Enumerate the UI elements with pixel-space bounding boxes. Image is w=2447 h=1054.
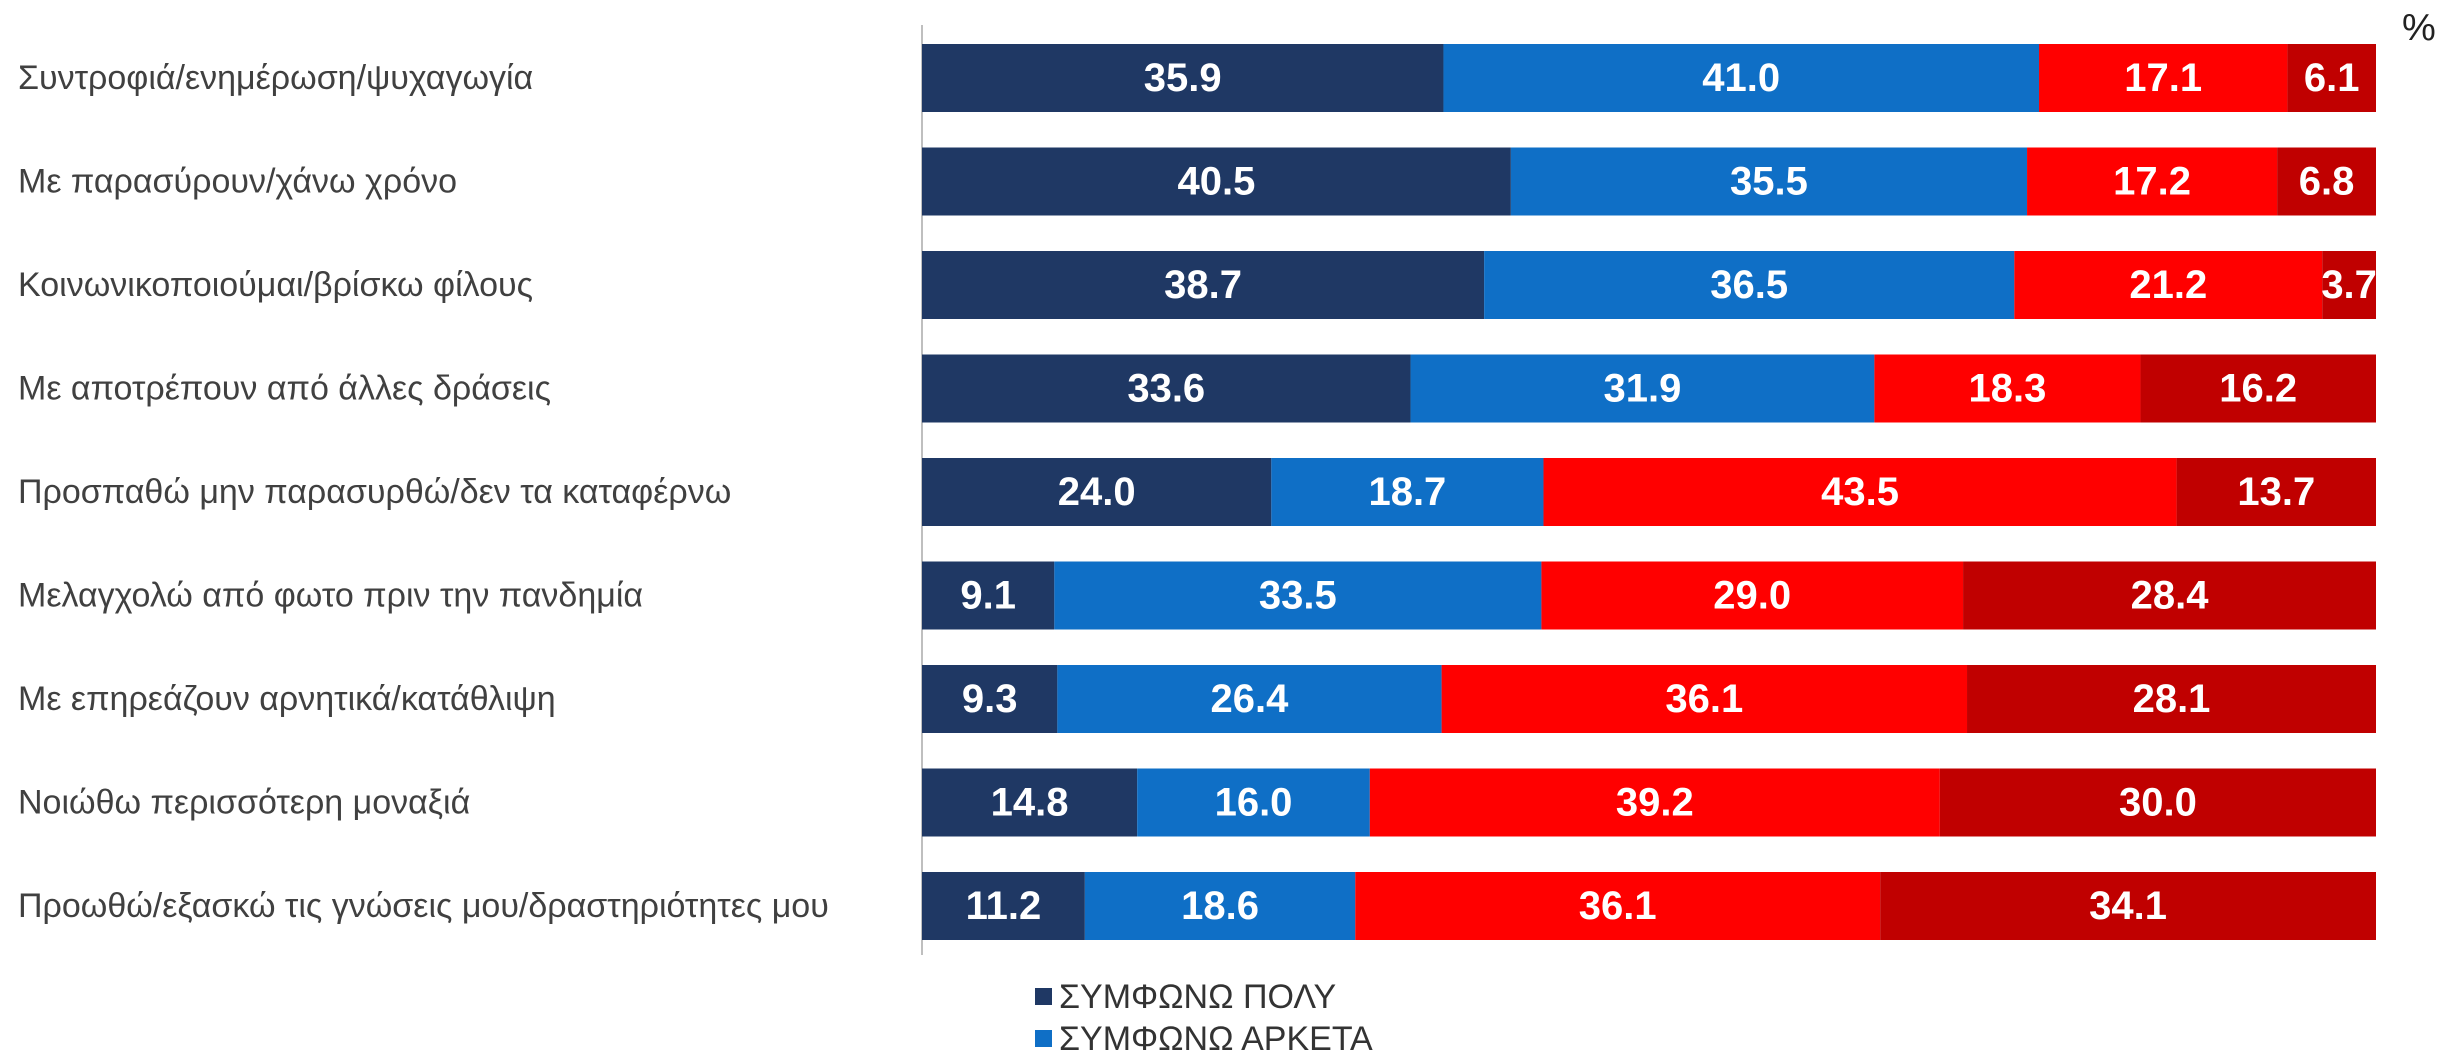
bar-value-label: 35.5 (1730, 160, 1808, 204)
bar-value-label: 17.2 (2113, 160, 2191, 204)
bar-segment (1054, 561, 1542, 630)
bar-segment (1510, 147, 2028, 216)
bar-segment (922, 354, 1411, 423)
legend-swatch (1035, 988, 1052, 1005)
bar-value-label: 33.5 (1259, 574, 1337, 618)
bar-segment (1939, 768, 2376, 837)
bar-value-label: 28.1 (2133, 677, 2211, 721)
bar-value-label: 17.1 (2124, 56, 2202, 100)
bar-segment (2039, 44, 2288, 112)
bar-segment (2014, 251, 2323, 319)
bar-value-label: 31.9 (1604, 367, 1682, 411)
bar-segment (922, 458, 1272, 526)
legend-swatch (1035, 1030, 1052, 1047)
bar-segment (1541, 561, 1964, 630)
bar-segment (1967, 665, 2376, 733)
category-labels: Συντροφιά/ενημέρωση/ψυχαγωγία Με παρασύρο… (18, 59, 829, 925)
legend-label: ΣΥΜΦΩΝΩ ΠΟΛΥ (1059, 978, 1336, 1016)
bar-segment (1874, 354, 2141, 423)
bar-value-label: 39.2 (1616, 781, 1694, 825)
bar-segment (1355, 872, 1881, 940)
bar-value-label: 33.6 (1127, 367, 1205, 411)
unit-label: % (2402, 7, 2436, 49)
category-label: Νοιώθω περισσότερη μοναξιά (18, 784, 470, 822)
bars: 35.9 41.0 17.1 6.1 40.5 35.5 17.2 6.8 38.7 36.5 21… (922, 44, 2377, 940)
bar-segment (2176, 458, 2376, 526)
bar-segment (1543, 458, 2177, 526)
category-label: Κοινωνικοποιούμαι/βρίσκω φίλους (18, 266, 533, 304)
bar-value-label: 41.0 (1702, 56, 1780, 100)
bar-segment (1137, 768, 1370, 837)
bar-value-label: 6.8 (2299, 160, 2355, 204)
bar-value-label: 43.5 (1821, 470, 1899, 514)
bar-value-label: 26.4 (1211, 677, 1290, 721)
bar-value-label: 29.0 (1713, 574, 1791, 618)
bar-value-label: 14.8 (991, 781, 1069, 825)
category-label: Με παρασύρουν/χάνω χρόνο (18, 163, 457, 201)
legend: ΣΥΜΦΩΝΩ ΠΟΛΥ ΣΥΜΦΩΝΩ ΑΡΚΕΤΑ (1035, 978, 1373, 1054)
bar-value-label: 18.6 (1181, 884, 1259, 928)
bar-value-label: 16.0 (1215, 781, 1293, 825)
bar-segment (922, 147, 1511, 216)
bar-segment (2277, 147, 2376, 216)
bar-value-label: 21.2 (2129, 263, 2207, 307)
bar-value-label: 9.1 (960, 574, 1016, 618)
bar-value-label: 34.1 (2089, 884, 2167, 928)
bar-value-label: 3.7 (2321, 263, 2377, 307)
bar-segment (922, 251, 1485, 319)
bar-value-label: 40.5 (1178, 160, 1256, 204)
bar-segment (1084, 872, 1356, 940)
bar-value-label: 30.0 (2119, 781, 2197, 825)
bar-segment (1484, 251, 2015, 319)
bar-value-label: 24.0 (1058, 470, 1136, 514)
bar-segment (2027, 147, 2278, 216)
bar-segment (1880, 872, 2376, 940)
bar-segment (1410, 354, 1875, 423)
category-label: Μελαγχολώ από φωτο πριν την πανδημία (18, 577, 643, 615)
bar-value-label: 38.7 (1164, 263, 1242, 307)
bar-segment (2287, 44, 2376, 112)
bar-segment (922, 768, 1138, 837)
category-label: Προσπαθώ μην παρασυρθώ/δεν τα καταφέρνω (18, 473, 731, 511)
bar-value-label: 36.1 (1579, 884, 1657, 928)
bar-value-label: 9.3 (962, 677, 1018, 721)
bar-value-label: 18.3 (1968, 367, 2046, 411)
bar-value-label: 28.4 (2131, 574, 2210, 618)
bar-segment (1057, 665, 1442, 733)
bar-segment (922, 44, 1444, 112)
bar-value-label: 11.2 (966, 884, 1042, 928)
bar-segment (1441, 665, 1968, 733)
bar-segment (922, 665, 1058, 733)
bar-segment (1369, 768, 1940, 837)
bar-segment (1271, 458, 1544, 526)
bar-segment (1443, 44, 2040, 112)
bar-value-label: 18.7 (1368, 470, 1446, 514)
category-label: Με επηρεάζουν αρνητικά/κατάθλιψη (18, 680, 556, 718)
category-label: Με αποτρέπουν από άλλες δράσεις (18, 370, 551, 408)
bar-value-label: 6.1 (2304, 56, 2360, 100)
bar-value-label: 13.7 (2237, 470, 2315, 514)
bar-segment (922, 872, 1085, 940)
bar-value-label: 35.9 (1144, 56, 1222, 100)
bar-segment (2322, 251, 2376, 319)
bar-segment (2140, 354, 2376, 423)
bar-segment (922, 561, 1055, 630)
bar-value-label: 36.5 (1710, 263, 1788, 307)
bar-value-label: 36.1 (1665, 677, 1743, 721)
legend-label: ΣΥΜΦΩΝΩ ΑΡΚΕΤΑ (1059, 1020, 1373, 1054)
bar-value-label: 16.2 (2219, 367, 2297, 411)
category-label: Συντροφιά/ενημέρωση/ψυχαγωγία (18, 59, 533, 97)
category-label: Προωθώ/εξασκώ τις γνώσεις μου/δραστηριότ… (18, 887, 829, 925)
bar-segment (1963, 561, 2376, 630)
